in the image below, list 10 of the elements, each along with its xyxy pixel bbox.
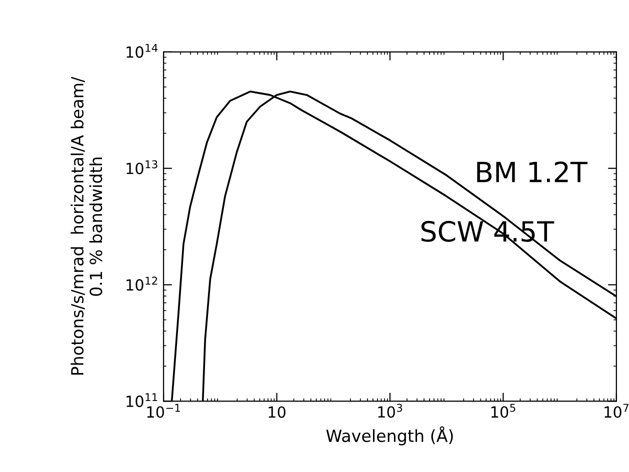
x-tick-label: 10 bbox=[268, 406, 286, 418]
x-tick-label: 10$^{5}$ bbox=[491, 404, 516, 418]
y-tick-label: 10$^{13}$ bbox=[126, 160, 158, 174]
y-tick-label: 10$^{12}$ bbox=[126, 276, 158, 291]
y-tick-label: 10$^{14}$ bbox=[126, 44, 158, 58]
x-axis-title: Wavelength (Å) bbox=[326, 426, 453, 446]
x-tick-label: 10$^{7}$ bbox=[604, 404, 628, 418]
y-axis-title: Photons/s/mrad horizontal/A beam/ 0.1 % bandwidth bbox=[70, 76, 102, 375]
annotation: BM 1.2T bbox=[477, 161, 588, 182]
x-tick-label: 10$^{3}$ bbox=[378, 404, 402, 418]
